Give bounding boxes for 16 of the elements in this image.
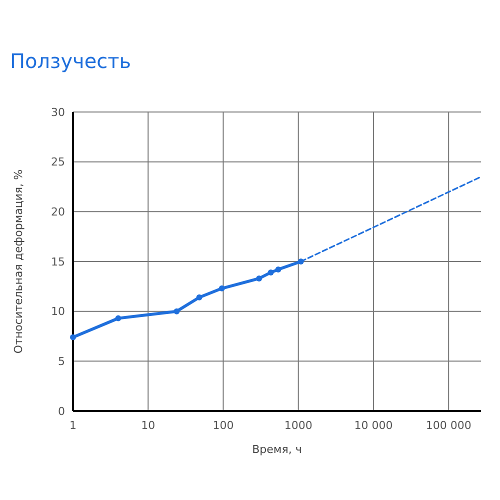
x-tick-label: 1 xyxy=(70,419,76,432)
y-tick-label: 5 xyxy=(58,355,65,368)
x-tick-label: 100 xyxy=(212,419,234,432)
y-axis-title: Относительная деформация, % xyxy=(12,169,25,354)
y-tick-label: 20 xyxy=(51,206,65,219)
chart-title: Ползучесть xyxy=(10,49,132,73)
y-tick-label: 15 xyxy=(51,255,65,268)
x-tick-label: 10 000 xyxy=(354,419,393,432)
y-tick-label: 10 xyxy=(51,305,65,318)
y-tick-label: 25 xyxy=(51,156,65,169)
y-tick-label: 0 xyxy=(58,404,65,418)
x-axis-title: Время, ч xyxy=(252,443,302,456)
y-tick-label: 30 xyxy=(51,106,65,119)
x-tick-label: 1000 xyxy=(284,419,312,432)
x-tick-label: 10 xyxy=(141,419,156,432)
x-tick-label: 100 000 xyxy=(426,419,472,432)
